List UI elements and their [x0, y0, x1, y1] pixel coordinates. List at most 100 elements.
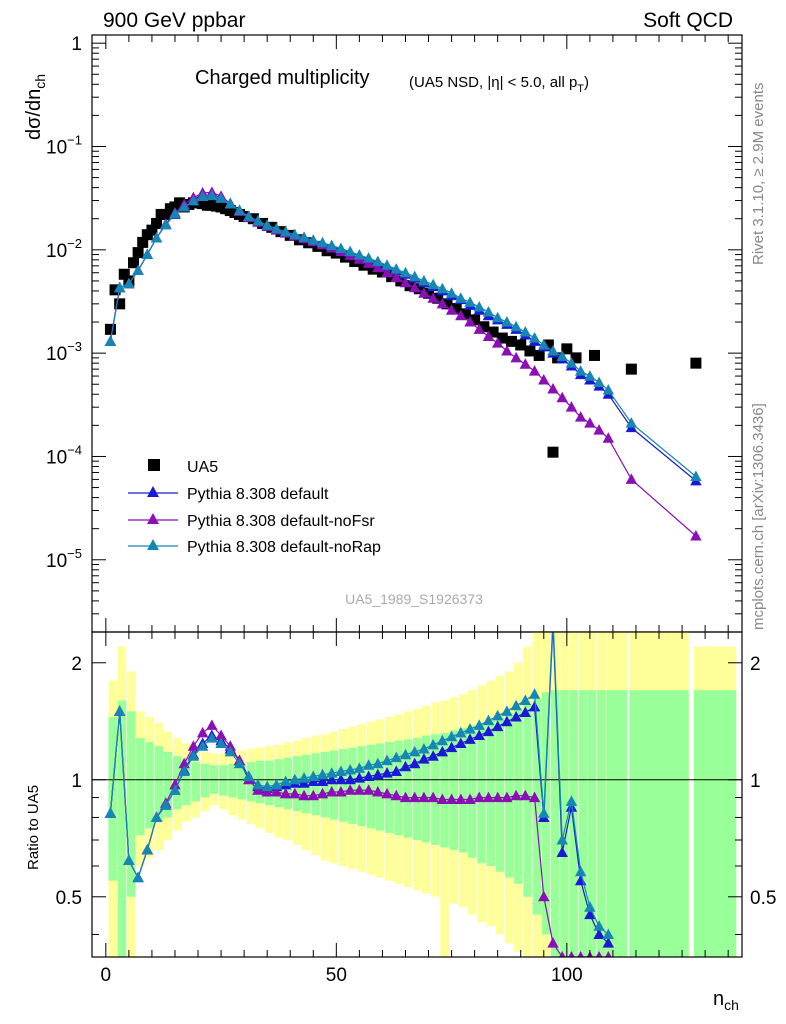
- ratio-point-noFsr: [307, 789, 319, 801]
- legend-marker-norap: [147, 539, 159, 550]
- ratio-point-noRap: [445, 730, 458, 742]
- ratio-point-noRap: [418, 743, 430, 754]
- series-point-noRap: [270, 222, 283, 234]
- series-point-noFsr: [408, 281, 421, 293]
- ratio-point-noRap: [104, 807, 117, 818]
- series-point-noFsr: [501, 344, 513, 356]
- ratio-point-noFsr: [464, 793, 476, 804]
- ratio-point-noRap: [289, 773, 301, 785]
- ratio-point-noRap: [270, 778, 283, 790]
- main-y-tick-label: 10−2: [46, 236, 82, 262]
- series-point-noRap: [528, 332, 541, 343]
- series-point-noFsr: [690, 529, 702, 541]
- ratio-point-noRap: [141, 843, 154, 855]
- ua5-data-point: [450, 303, 462, 315]
- uncertainty-band-inner: [154, 746, 164, 822]
- ratio-point-noFsr: [298, 789, 310, 801]
- ratio-point-noRap: [519, 694, 532, 705]
- ratio-point-default: [436, 745, 449, 757]
- ratio-point-noRap: [196, 740, 209, 751]
- legend-marker-ua5: [148, 459, 160, 471]
- ratio-point-noFsr: [577, 951, 584, 957]
- uncertainty-band-inner: [136, 738, 145, 836]
- ratio-point-noFsr: [455, 793, 467, 804]
- series-point-noRap: [353, 249, 366, 260]
- ua5-data-point: [441, 298, 453, 310]
- ratio-point-noRap: [252, 778, 264, 790]
- ratio-point-noRap: [326, 767, 338, 778]
- uncertainty-band-inner: [108, 717, 117, 881]
- ratio-point-default: [528, 700, 541, 712]
- series-point-noFsr: [584, 417, 596, 428]
- mcplots-reference-label: mcplots.cern.ch [arXiv:1306.3436]: [750, 403, 767, 630]
- ratio-point-noFsr: [568, 951, 575, 957]
- series-point-noRap: [123, 277, 135, 289]
- uncertainty-band-inner: [421, 735, 431, 843]
- series-point-noRap: [436, 282, 449, 294]
- series-point-noFsr: [565, 401, 578, 412]
- series-point-noRap: [279, 225, 292, 237]
- ua5-data-point: [146, 224, 158, 236]
- series-point-noRap: [372, 255, 384, 267]
- ratio-point-noFsr: [491, 791, 504, 803]
- ratio-point-noRap: [316, 768, 329, 780]
- ratio-point-noFsr: [187, 740, 200, 751]
- ratio-y-tick-label-left: 0.5: [56, 888, 82, 909]
- ratio-point-noRap: [298, 772, 310, 783]
- ua5-data-point: [524, 345, 536, 357]
- ua5-data-point: [423, 287, 435, 299]
- ratio-point-noFsr: [381, 787, 393, 799]
- ratio-point-noRap: [464, 723, 476, 734]
- ratio-point-noFsr: [558, 951, 566, 957]
- ratio-point-noFsr: [427, 791, 439, 803]
- ratio-point-default: [418, 753, 430, 764]
- ua5-data-point: [625, 363, 637, 375]
- ratio-y-tick-label-left: 2: [71, 654, 82, 675]
- series-point-noRap: [473, 300, 485, 312]
- legend-marker-nofsr: [147, 513, 159, 524]
- series-point-noRap: [399, 266, 412, 278]
- ratio-y-tick-label-right: 0.5: [750, 888, 776, 909]
- ratio-point-noFsr: [482, 791, 495, 803]
- ratio-point-default: [519, 706, 532, 717]
- series-point-noRap: [464, 296, 476, 307]
- uncertainty-band-inner: [191, 762, 200, 802]
- series-point-noFsr: [519, 358, 532, 369]
- ratio-point-noRap: [215, 737, 227, 748]
- ua5-data-point: [487, 326, 499, 338]
- series-point-noFsr: [399, 276, 412, 288]
- legend: UA5 Pythia 8.308 default Pythia 8.308 de…: [128, 459, 381, 556]
- ua5-data-point: [561, 343, 573, 355]
- series-point-noRap: [289, 228, 301, 240]
- main-y-axis-label: dσ/dnch: [23, 74, 48, 140]
- series-point-noRap: [243, 210, 255, 222]
- ratio-point-noFsr: [289, 787, 301, 799]
- ratio-point-default: [501, 715, 513, 727]
- uncertainty-band-inner: [486, 720, 495, 867]
- ua5-data-point: [132, 247, 144, 259]
- uncertainty-band-inner: [172, 756, 182, 810]
- ratio-point-noRap: [233, 757, 246, 769]
- ratio-point-noRap: [160, 799, 172, 810]
- ratio-point-default: [326, 773, 338, 785]
- uncertainty-band-inner: [431, 734, 440, 845]
- ratio-point-noRap: [372, 757, 384, 769]
- analysis-id-label: UA5_1989_S1926373: [345, 591, 483, 607]
- ua5-data-point: [127, 257, 139, 269]
- ratio-point-noRap: [455, 726, 467, 738]
- series-point-noRap: [160, 218, 172, 230]
- ua5-data-point: [160, 208, 172, 220]
- main-y-tick-label: 10−4: [46, 442, 82, 468]
- ratio-point-default: [593, 928, 605, 939]
- series-point-noRap: [206, 189, 218, 201]
- ratio-point-default: [602, 937, 615, 948]
- uncertainty-band-inner: [228, 763, 237, 798]
- header-right: Soft QCD: [643, 9, 733, 32]
- uncertainty-band-inner: [495, 717, 505, 872]
- series-point-noRap: [625, 417, 638, 428]
- ratio-point-noFsr: [335, 786, 347, 797]
- ua5-data-point: [118, 268, 130, 280]
- ratio-point-noRap: [399, 748, 412, 760]
- ratio-point-noFsr: [362, 784, 375, 795]
- ratio-point-noRap: [132, 871, 144, 883]
